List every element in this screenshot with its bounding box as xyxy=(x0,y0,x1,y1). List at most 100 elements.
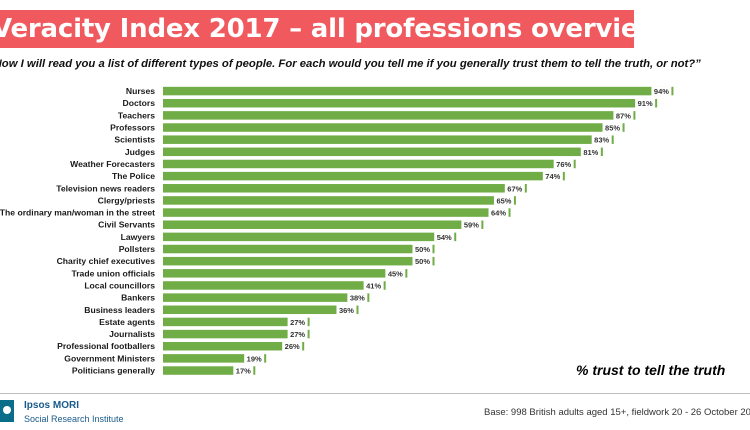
value-label-bg xyxy=(504,183,525,193)
value-label-scientists: 83% xyxy=(594,136,609,145)
category-label-clergy-priests: Clergy/priests xyxy=(98,195,156,205)
bar-bankers xyxy=(163,293,370,302)
bar-politicians-generally xyxy=(163,366,256,375)
value-label-the-ordinary-man-woman-in-the-street: 64% xyxy=(491,209,506,218)
bar-professors xyxy=(163,123,625,132)
chart-note: % trust to tell the truth xyxy=(576,362,726,378)
value-label-bg xyxy=(488,208,509,218)
value-label-bg xyxy=(363,280,384,290)
value-label-judges: 81% xyxy=(583,148,598,157)
category-label-judges: Judges xyxy=(125,147,155,157)
value-label-clergy-priests: 65% xyxy=(496,196,511,205)
value-label-bg xyxy=(287,317,308,327)
footer-divider xyxy=(0,393,750,394)
page-title: Veracity Index 2017 – all professions ov… xyxy=(0,14,663,44)
survey-question: “Now I will read you a list of different… xyxy=(0,58,701,70)
value-label-bg xyxy=(461,220,482,230)
bar-lawyers xyxy=(163,232,457,242)
category-label-pollsters: Pollsters xyxy=(119,244,156,254)
bar-clergy-priests xyxy=(163,196,516,205)
bar-professional-footballers xyxy=(163,341,305,351)
bar-judges xyxy=(163,147,603,157)
value-label-bg xyxy=(336,305,357,315)
bar-government-ministers xyxy=(163,354,267,363)
bar-pollsters xyxy=(163,244,435,254)
value-label-bg xyxy=(542,171,563,181)
value-label-television-news-readers: 67% xyxy=(507,184,522,193)
value-label-estate-agents: 27% xyxy=(290,318,305,327)
value-label-government-ministers: 19% xyxy=(247,354,262,363)
bar-nurses xyxy=(163,86,674,96)
value-label-civil-servants: 59% xyxy=(464,221,479,230)
bar-local-councillors xyxy=(163,281,386,290)
category-label-business-leaders: Business leaders xyxy=(84,305,155,315)
value-label-bankers: 38% xyxy=(350,294,365,303)
value-label-weather-forecasters: 76% xyxy=(556,160,571,169)
category-label-scientists: Scientists xyxy=(114,135,155,145)
value-label-bg xyxy=(287,329,308,339)
category-label-teachers: Teachers xyxy=(118,110,155,120)
base-note: Base: 998 British adults aged 15+, field… xyxy=(484,407,750,418)
category-label-television-news-readers: Television news readers xyxy=(56,183,155,193)
value-label-business-leaders: 36% xyxy=(339,306,354,315)
value-label-doctors: 91% xyxy=(638,99,653,108)
bar-charity-chief-executives xyxy=(163,256,435,266)
value-label-teachers: 87% xyxy=(616,111,631,120)
bar-the-ordinary-man-woman-in-the-street xyxy=(163,208,511,217)
value-label-bg xyxy=(602,123,623,133)
category-label-journalists: Journalists xyxy=(109,329,155,339)
value-label-bg xyxy=(434,232,455,242)
category-label-politicians-generally: Politicians generally xyxy=(72,366,155,376)
value-label-bg xyxy=(347,293,368,303)
value-label-bg xyxy=(651,86,672,96)
category-label-doctors: Doctors xyxy=(123,98,156,108)
value-label-bg xyxy=(635,98,656,108)
value-label-professional-footballers: 26% xyxy=(285,342,300,351)
value-label-politicians-generally: 17% xyxy=(236,367,251,376)
bar-weather-forecasters xyxy=(163,159,576,169)
category-label-estate-agents: Estate agents xyxy=(99,317,155,327)
value-label-bg xyxy=(613,110,634,120)
brand-name: Ipsos MORI xyxy=(24,400,80,411)
category-label-charity-chief-executives: Charity chief executives xyxy=(57,256,156,266)
bar-journalists xyxy=(163,329,310,339)
value-label-bg xyxy=(553,159,574,169)
value-label-bg xyxy=(412,244,433,254)
value-label-bg xyxy=(591,135,612,145)
category-label-lawyers: Lawyers xyxy=(121,232,156,242)
value-label-the-police: 74% xyxy=(545,172,560,181)
value-label-charity-chief-executives: 50% xyxy=(415,257,430,266)
ipsos-logo-icon xyxy=(0,400,14,422)
value-label-trade-union-officials: 45% xyxy=(388,269,403,278)
category-label-professional-footballers: Professional footballers xyxy=(57,341,155,351)
value-label-professors: 85% xyxy=(605,124,620,133)
bar-the-police xyxy=(163,171,565,181)
category-label-bankers: Bankers xyxy=(121,293,155,303)
value-label-bg xyxy=(244,353,265,363)
value-label-lawyers: 54% xyxy=(437,233,452,242)
value-label-bg xyxy=(385,268,406,278)
value-label-bg xyxy=(282,341,303,351)
category-label-professors: Professors xyxy=(110,123,155,133)
value-label-bg xyxy=(493,195,514,205)
value-label-local-councillors: 41% xyxy=(366,281,381,290)
category-label-civil-servants: Civil Servants xyxy=(98,220,155,230)
bar-scientists xyxy=(163,135,614,144)
title-banner xyxy=(0,10,634,48)
value-label-nurses: 94% xyxy=(654,87,669,96)
category-label-local-councillors: Local councillors xyxy=(84,280,155,290)
bar-trade-union-officials xyxy=(163,269,408,278)
value-label-bg xyxy=(412,256,433,266)
brand-subtitle: Social Research Institute xyxy=(24,414,124,424)
value-label-pollsters: 50% xyxy=(415,245,430,254)
bar-doctors xyxy=(163,98,658,108)
bar-television-news-readers xyxy=(163,184,527,193)
category-label-weather-forecasters: Weather Forecasters xyxy=(70,159,155,169)
value-label-bg xyxy=(580,147,601,157)
value-label-journalists: 27% xyxy=(290,330,305,339)
bar-teachers xyxy=(163,111,636,120)
category-label-the-ordinary-man-woman-in-the-street: The ordinary man/woman in the street xyxy=(0,208,155,218)
category-label-nurses: Nurses xyxy=(126,86,155,96)
bar-business-leaders xyxy=(163,305,359,315)
value-label-bg xyxy=(233,366,254,376)
